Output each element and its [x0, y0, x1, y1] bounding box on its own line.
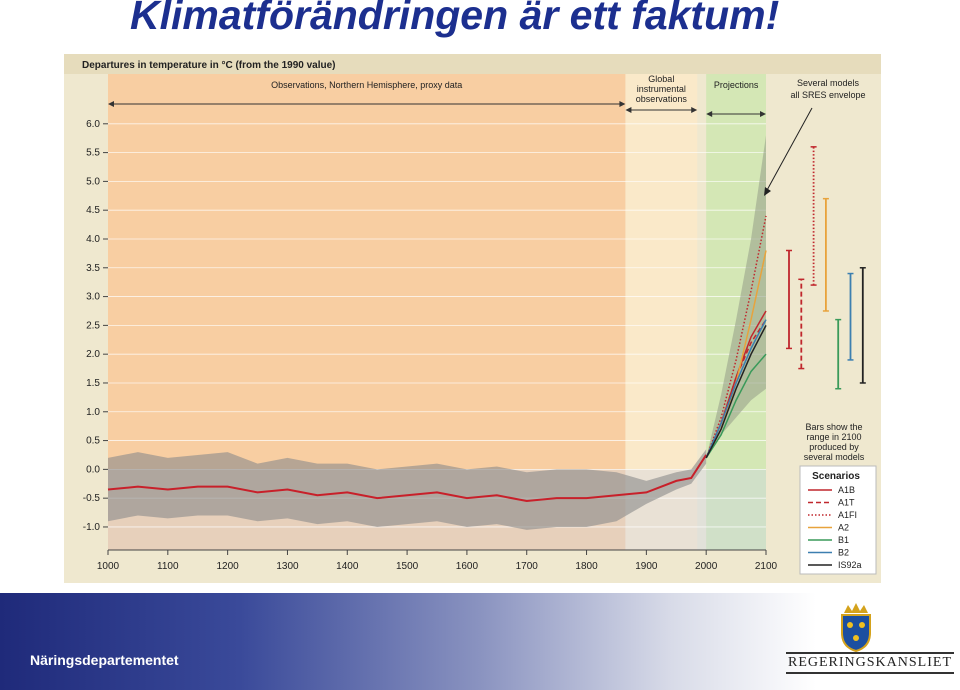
- legend-label: A2: [838, 523, 849, 533]
- annotation: produced by: [809, 442, 859, 452]
- x-tick-label: 1400: [336, 561, 359, 572]
- x-tick-label: 2100: [755, 561, 778, 572]
- chart-header: [64, 54, 881, 74]
- footer-text: Näringsdepartementet: [30, 652, 179, 668]
- slide-title: Klimatförändringen är ett faktum!: [130, 0, 780, 38]
- y-tick-label: 5.5: [86, 148, 100, 159]
- projection-line: [705, 319, 767, 459]
- legend-label: A1B: [838, 485, 855, 495]
- logo-emblem: [841, 603, 871, 653]
- y-tick-label: 4.5: [86, 205, 100, 216]
- region-label: Observations, Northern Hemisphere, proxy…: [271, 80, 462, 90]
- logo-text: REGERINGSKANSLIET: [786, 652, 954, 674]
- x-tick-label: 1900: [635, 561, 658, 572]
- arrow-head: [706, 111, 766, 117]
- x-tick-label: 1100: [157, 561, 179, 572]
- arrow-head: [764, 187, 771, 196]
- projection-line: [705, 215, 767, 459]
- projection-line: [705, 325, 767, 459]
- annotation: Bars show the: [805, 422, 862, 432]
- annotation-arrow: [765, 107, 813, 193]
- region-label: observations: [636, 94, 688, 104]
- region-label: Global: [648, 74, 674, 84]
- x-tick-label: 1600: [456, 561, 479, 572]
- annotation: several models: [804, 452, 865, 462]
- chart-title: Departures in temperature in °C (from th…: [82, 60, 336, 71]
- annotation: Several models: [797, 78, 860, 88]
- annotation: all SRES envelope: [790, 90, 865, 100]
- x-tick-label: 1000: [97, 561, 120, 572]
- legend-label: A1T: [838, 498, 855, 508]
- legend-label: A1FI: [838, 510, 857, 520]
- y-tick-label: 3.5: [86, 263, 100, 274]
- y-tick-label: 1.5: [86, 378, 100, 389]
- y-tick-label: -0.5: [83, 493, 101, 504]
- legend-label: B2: [838, 548, 849, 558]
- y-tick-label: 0.0: [86, 464, 100, 475]
- x-tick-label: 1700: [516, 561, 539, 572]
- y-tick-label: 5.0: [86, 176, 100, 187]
- x-tick-label: 1800: [575, 561, 598, 572]
- x-tick-label: 1300: [276, 561, 299, 572]
- legend-title: Scenarios: [812, 471, 860, 482]
- footer-band: [0, 593, 960, 690]
- proxy-band: [108, 449, 707, 530]
- y-tick-label: 2.0: [86, 349, 100, 360]
- region-label: instrumental: [637, 84, 686, 94]
- projection-line: [705, 353, 767, 459]
- legend-label: IS92a: [838, 560, 862, 570]
- region-label: Projections: [714, 80, 759, 90]
- y-tick-label: 2.5: [86, 320, 100, 331]
- y-tick-label: 0.5: [86, 436, 100, 447]
- legend-box: [799, 465, 877, 575]
- legend-label: B1: [838, 535, 849, 545]
- y-tick-label: 3.0: [86, 292, 100, 303]
- y-tick-label: 6.0: [86, 119, 100, 130]
- y-tick-label: 4.0: [86, 234, 100, 245]
- chart: Observations, Northern Hemisphere, proxy…: [64, 54, 881, 583]
- annotation: range in 2100: [806, 432, 861, 442]
- envelope-area: [706, 135, 766, 458]
- y-tick-label: -1.0: [83, 522, 101, 533]
- x-tick-label: 1200: [217, 561, 240, 572]
- y-tick-label: 1.0: [86, 407, 100, 418]
- observed-line: [107, 454, 708, 503]
- x-tick-label: 1500: [396, 561, 419, 572]
- x-tick-label: 2000: [695, 561, 718, 572]
